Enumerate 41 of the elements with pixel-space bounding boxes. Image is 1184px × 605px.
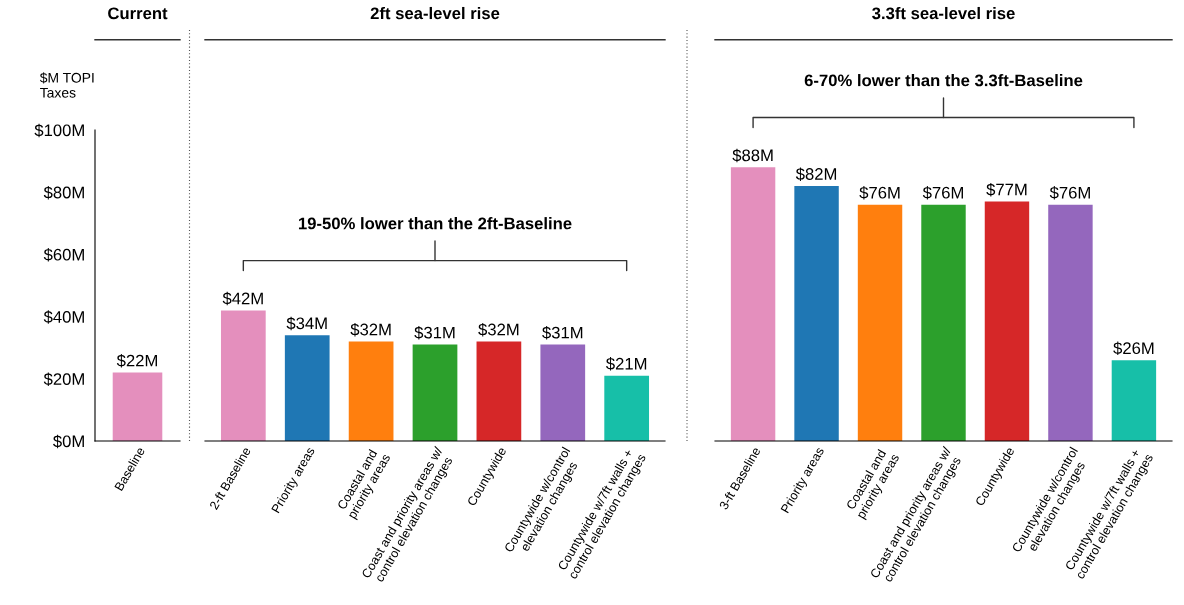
- y-tick-label: $80M: [43, 185, 84, 200]
- y-tick-label: $40M: [43, 310, 84, 324]
- chart-title: Current: [108, 7, 168, 20]
- annotation: 19-50% lower than the 2ft-Baseline: [298, 217, 572, 230]
- data-label: $76M: [922, 186, 963, 200]
- bar: [220, 310, 266, 441]
- data-label: $32M: [350, 322, 391, 337]
- bar: [730, 167, 776, 441]
- bar: [1111, 360, 1157, 441]
- bar: [476, 341, 522, 441]
- y-tick-label: $0M: [53, 434, 84, 449]
- data-label: $32M: [478, 322, 519, 337]
- y-tick-label: $100M: [34, 123, 84, 138]
- y-axis-title: $M TOPI Taxes: [39, 72, 94, 98]
- data-label: $31M: [414, 326, 455, 340]
- data-label: $76M: [1049, 186, 1090, 200]
- data-label: $34M: [286, 316, 327, 331]
- bar: [604, 375, 650, 441]
- bar: [984, 201, 1030, 441]
- data-label: $82M: [795, 167, 837, 181]
- data-label: $42M: [222, 291, 263, 306]
- data-label: $88M: [732, 148, 773, 163]
- y-tick-label: $60M: [43, 248, 84, 262]
- data-label: $77M: [986, 182, 1027, 197]
- bar: [412, 344, 458, 441]
- text: 6-70% lower than the 3.3ft-Baseline: [804, 74, 1083, 87]
- y-tick-label: $20M: [43, 372, 84, 386]
- data-label: $31M: [542, 326, 583, 340]
- chart-title: 2ft sea-level rise: [370, 6, 500, 20]
- bar: [794, 185, 839, 441]
- bar: [348, 341, 394, 441]
- data-label: $76M: [859, 186, 900, 200]
- data-label: $22M: [116, 354, 157, 368]
- data-label: $21M: [606, 357, 647, 371]
- bar: [540, 344, 586, 441]
- bar: [921, 204, 966, 441]
- bar: [284, 335, 330, 441]
- chart-title: 3.3ft sea-level rise: [872, 6, 1015, 20]
- data-label: $26M: [1113, 341, 1154, 356]
- bar: [857, 204, 903, 441]
- bar: [1048, 204, 1093, 441]
